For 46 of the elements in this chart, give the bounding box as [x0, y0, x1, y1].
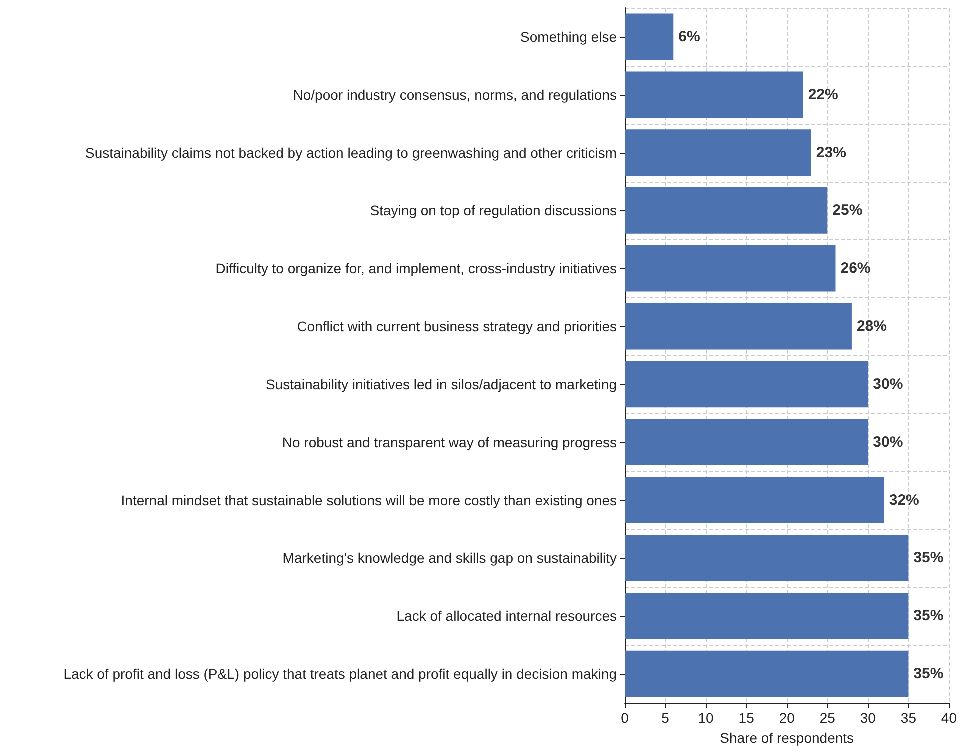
bar	[625, 535, 909, 582]
x-tick-label: 5	[662, 710, 670, 726]
y-tick-label: No/poor industry consensus, norms, and regulations	[293, 86, 617, 103]
data-label: 35%	[914, 608, 944, 625]
bar	[625, 130, 812, 176]
x-tick-label: 40	[941, 710, 958, 726]
bar	[625, 650, 909, 698]
data-label: 6%	[678, 28, 700, 46]
bar	[625, 361, 868, 408]
data-label: 32%	[889, 492, 920, 509]
x-tick-label: 10	[698, 710, 714, 726]
y-tick-label: Difficulty to organize for, and implement, cross-industry initiatives	[216, 260, 617, 277]
x-tick-label: 25	[820, 710, 836, 726]
y-tick-label: Lack of profit and loss (P&L) policy that treats planet and profit equally in decision making	[64, 666, 617, 682]
bar	[625, 477, 884, 524]
data-label: 25%	[832, 202, 863, 220]
x-tick-label: 30	[860, 710, 876, 726]
y-tick-label: Sustainability initiatives led in silos/adjacent to marketing	[266, 376, 617, 392]
data-label: 22%	[808, 86, 838, 104]
x-tick-label: 15	[738, 710, 755, 726]
y-tick-label: Staying on top of regulation discussions	[370, 202, 617, 219]
data-label: 23%	[816, 144, 846, 162]
y-tick-label: No robust and transparent way of measuring progress	[282, 434, 617, 450]
bar	[625, 14, 674, 60]
x-tick-label: 0	[621, 710, 630, 726]
x-tick-label: 35	[900, 710, 917, 726]
x-tick-label: 20	[779, 710, 796, 726]
data-label: 26%	[840, 260, 871, 278]
data-label: 30%	[873, 434, 904, 451]
y-tick-label: Something else	[520, 28, 618, 45]
bar	[625, 245, 836, 292]
bar	[625, 303, 852, 350]
y-tick-label: Conflict with current business strategy and priorities	[297, 318, 617, 335]
y-tick-label: Lack of allocated internal resources	[396, 608, 617, 624]
y-tick-label: Sustainability claims not backed by action leading to greenwashing and other criticism	[85, 144, 617, 161]
data-label: 28%	[856, 318, 887, 336]
y-tick-label: Internal mindset that sustainable solutions will be more costly than existing ones	[121, 492, 617, 508]
y-tick-label: Marketing's knowledge and skills gap on sustainability	[282, 550, 617, 566]
data-label: 35%	[914, 550, 944, 567]
bar	[625, 72, 804, 118]
bar	[625, 419, 868, 466]
bar	[625, 188, 828, 234]
data-label: 30%	[873, 376, 904, 393]
x-axis-title: Share of respondents	[720, 730, 854, 746]
data-label: 35%	[914, 666, 944, 683]
bar	[625, 592, 909, 640]
